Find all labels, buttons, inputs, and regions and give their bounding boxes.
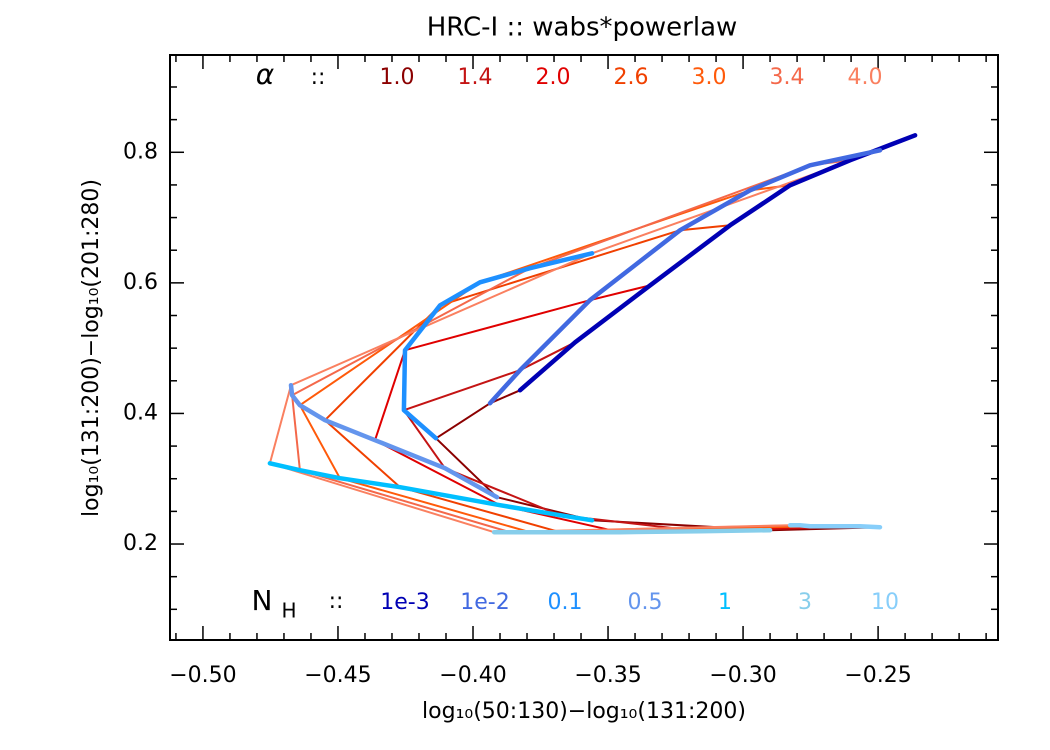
alpha-legend-label: 4.0 [848, 65, 883, 90]
chart-title: HRC-I :: wabs*powerlaw [427, 13, 738, 43]
x-axis-label: log₁₀(50:130)−log₁₀(131:200) [422, 699, 746, 724]
x-tick-label: −0.50 [169, 663, 236, 688]
nh-label: N [252, 584, 273, 617]
y-tick-label: 0.8 [123, 139, 158, 164]
nh-legend-label: 3 [798, 590, 812, 615]
nh-curve [401, 251, 595, 441]
y-axis-label: log₁₀(131:200)−log₁₀(201:280) [79, 179, 104, 517]
plot-frame [169, 54, 999, 641]
alpha-legend-label: 3.0 [692, 65, 727, 90]
alpha-curve [268, 134, 916, 534]
alpha-label: α [256, 58, 275, 91]
nh-legend-label: 10 [871, 590, 899, 615]
nh-legend-label: 1e-3 [380, 590, 429, 615]
nh-legend-label: 0.1 [548, 590, 583, 615]
alpha-legend-label: 2.6 [614, 65, 649, 90]
alpha-legend-label: 1.4 [458, 65, 493, 90]
y-tick-label: 0.2 [123, 531, 158, 556]
alpha-legend-label: 3.4 [770, 65, 805, 90]
nh-separator: :: [329, 589, 344, 614]
alpha-legend-label: 1.0 [380, 65, 415, 90]
nh-curve [517, 133, 918, 393]
alpha-curve [435, 389, 881, 532]
y-tick-label: 0.4 [123, 400, 158, 425]
nh-legend-label: 0.5 [628, 590, 663, 615]
nh-label-sub: H [281, 599, 296, 623]
alpha-separator: :: [311, 65, 326, 90]
alpha-curve [402, 341, 861, 533]
nh-curve [491, 527, 773, 535]
nh-legend-label: 1e-2 [460, 590, 509, 615]
x-tick-label: −0.30 [709, 663, 776, 688]
x-tick-label: −0.40 [439, 663, 506, 688]
x-tick-label: −0.35 [574, 663, 641, 688]
nh-curve [487, 148, 883, 406]
nh-curve [787, 522, 883, 530]
y-tick-label: 0.6 [123, 270, 158, 295]
nh-curve [267, 461, 595, 523]
alpha-legend-label: 2.0 [536, 65, 571, 90]
x-tick-label: −0.45 [304, 663, 371, 688]
nh-legend-label: 1 [718, 590, 732, 615]
nh-curve [288, 382, 500, 500]
x-tick-label: −0.25 [844, 663, 911, 688]
